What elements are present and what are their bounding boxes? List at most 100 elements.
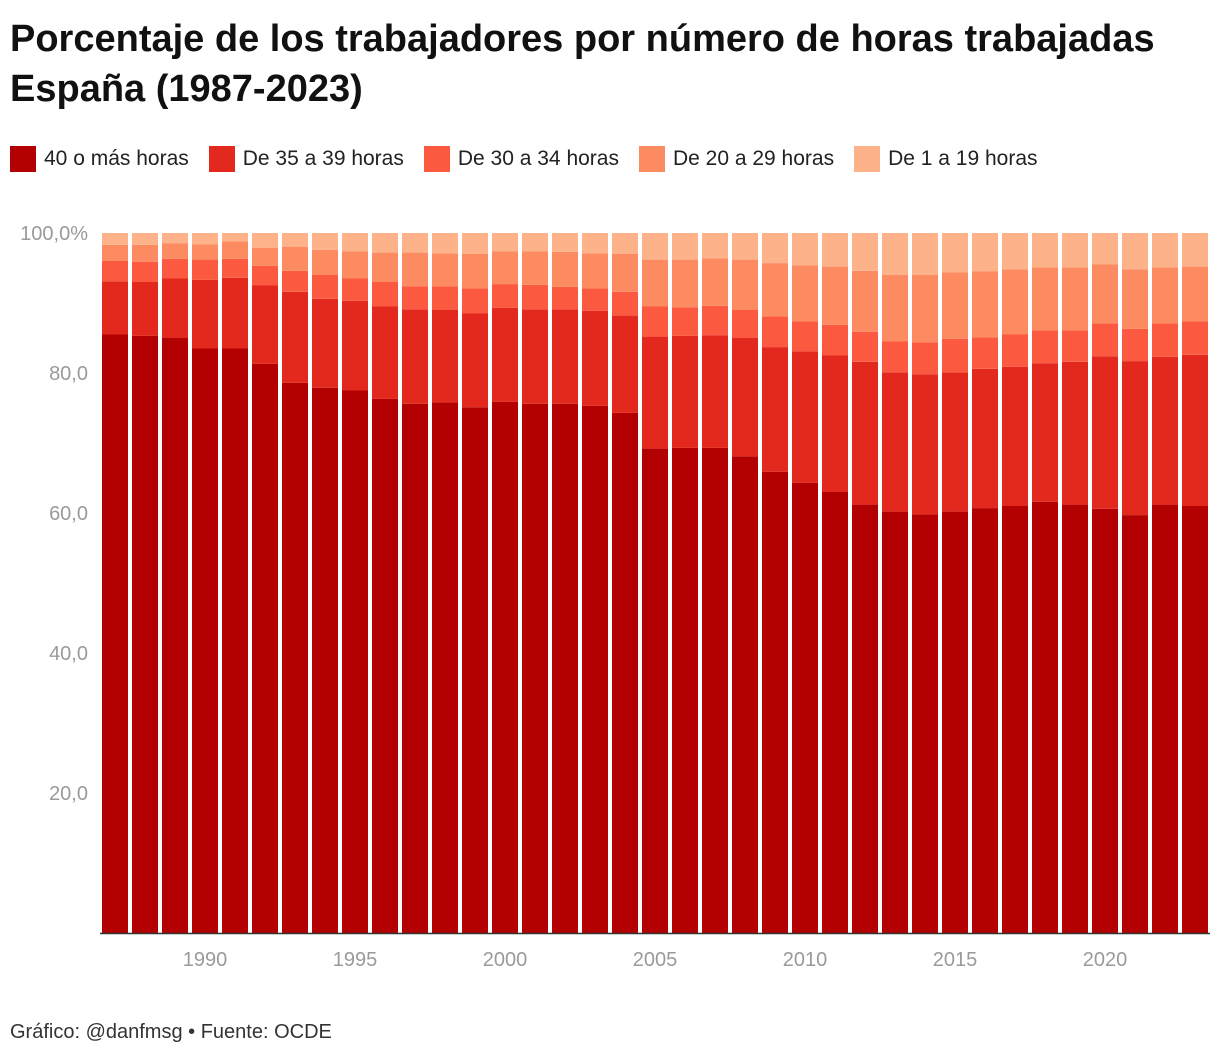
- legend-label-40-or-more: 40 o más horas: [44, 147, 189, 170]
- bar-segment: [1002, 506, 1028, 933]
- bar-segment: [1092, 508, 1118, 933]
- bar-segment: [192, 279, 218, 349]
- bar-segment: [432, 310, 458, 403]
- legend-item-1-19: De 1 a 19 horas: [854, 146, 1038, 172]
- bar-segment: [1152, 267, 1178, 324]
- bar-segment: [852, 331, 878, 362]
- bar-segment: [672, 335, 698, 448]
- bar-segment: [762, 471, 788, 933]
- bar-segment: [1032, 330, 1058, 364]
- bar-segment: [882, 275, 908, 342]
- bar-segment: [462, 288, 488, 314]
- bar-segment: [1152, 233, 1178, 268]
- bar-segment: [852, 361, 878, 505]
- bar-segment: [1032, 363, 1058, 502]
- bar-segment: [252, 265, 278, 286]
- bar-segment: [1002, 269, 1028, 335]
- bar-segment: [822, 324, 848, 356]
- bar-segment: [1182, 321, 1208, 355]
- bar-segment: [882, 372, 908, 512]
- bar-segment: [342, 390, 368, 933]
- bar-segment: [612, 412, 638, 933]
- bar-segment: [492, 307, 518, 402]
- bar-segment: [732, 310, 758, 338]
- bar-segment: [402, 286, 428, 310]
- bar-segment: [522, 233, 548, 252]
- bar-segment: [372, 233, 398, 253]
- bar-segment: [822, 492, 848, 933]
- bar-segment: [672, 233, 698, 260]
- bar-segment: [642, 448, 668, 933]
- bar-segment: [1092, 233, 1118, 265]
- bar-segment: [552, 251, 578, 287]
- bar-segment: [672, 307, 698, 336]
- bar-segment: [912, 275, 938, 343]
- bar-segment: [1092, 323, 1118, 357]
- bar-segment: [882, 233, 908, 275]
- bar-segment: [132, 335, 158, 933]
- bar-segment: [1062, 233, 1088, 268]
- x-tick-label: 2015: [933, 949, 978, 971]
- bar-segment: [1062, 361, 1088, 505]
- y-tick-label: 60,0: [49, 503, 88, 525]
- bar-segment: [912, 233, 938, 275]
- bar-segment: [1152, 323, 1178, 357]
- x-tick-label: 1995: [333, 949, 378, 971]
- bar-segment: [342, 251, 368, 279]
- bar-segment: [702, 258, 728, 306]
- bar-segment: [882, 341, 908, 373]
- bar-segment: [762, 347, 788, 472]
- stacked-bar-chart: 20,0 40,0 60,0 80,0 100,0% 1990 1995 2000 2005 20…: [20, 223, 1210, 971]
- bar-segment: [492, 401, 518, 933]
- bar-segment: [822, 233, 848, 267]
- legend-swatch-40-or-more: [10, 146, 36, 172]
- y-tick-label: 40,0: [49, 643, 88, 665]
- bar-segment: [522, 284, 548, 310]
- bar-segment: [552, 286, 578, 310]
- bar-segment: [612, 291, 638, 316]
- bar-segment: [642, 336, 668, 449]
- bar-segment: [732, 233, 758, 260]
- legend-item-40-or-more: 40 o más horas: [10, 146, 189, 172]
- bar-segment: [852, 270, 878, 332]
- chart-title-line1: Porcentaje de los trabajadores por númer…: [10, 18, 1155, 60]
- bar-segment: [132, 261, 158, 282]
- bar-segment: [1092, 356, 1118, 509]
- bar-segment: [792, 233, 818, 266]
- bar-segment: [732, 259, 758, 310]
- bar-segment: [1152, 504, 1178, 933]
- bar-segment: [102, 261, 128, 282]
- bar-segment: [282, 270, 308, 292]
- bar-segment: [702, 447, 728, 933]
- bar-segment: [102, 334, 128, 933]
- bar-segment: [132, 282, 158, 336]
- bar-segment: [1092, 264, 1118, 324]
- bar-segment: [942, 338, 968, 373]
- bar-segment: [372, 306, 398, 399]
- bar-segment: [462, 233, 488, 254]
- legend-swatch-1-19: [854, 146, 881, 172]
- bar-segment: [312, 275, 338, 299]
- chart-legend: 40 o más horas De 35 a 39 horas De 30 a …: [10, 146, 1058, 172]
- bar-segment: [912, 342, 938, 375]
- bar-segment: [972, 233, 998, 272]
- bar-segment: [462, 313, 488, 408]
- bar-segment: [702, 305, 728, 336]
- bar-segment: [582, 405, 608, 933]
- bar-segment: [1122, 269, 1148, 329]
- bar-segment: [672, 259, 698, 308]
- bar-segment: [312, 233, 338, 250]
- bar-segment: [522, 251, 548, 285]
- bar-segment: [402, 309, 428, 404]
- bar-segment: [912, 514, 938, 933]
- bar-segment: [342, 233, 368, 252]
- legend-label-30-34: De 30 a 34 horas: [457, 147, 619, 170]
- bar-segment: [552, 233, 578, 252]
- chart-title-line2: España (1987-2023): [10, 68, 363, 110]
- bar-segment: [462, 407, 488, 933]
- bar-segment: [1032, 501, 1058, 933]
- bar-segment: [552, 403, 578, 933]
- bar-segment: [972, 508, 998, 933]
- bar-segment: [1122, 515, 1148, 933]
- bar-segment: [1062, 330, 1088, 362]
